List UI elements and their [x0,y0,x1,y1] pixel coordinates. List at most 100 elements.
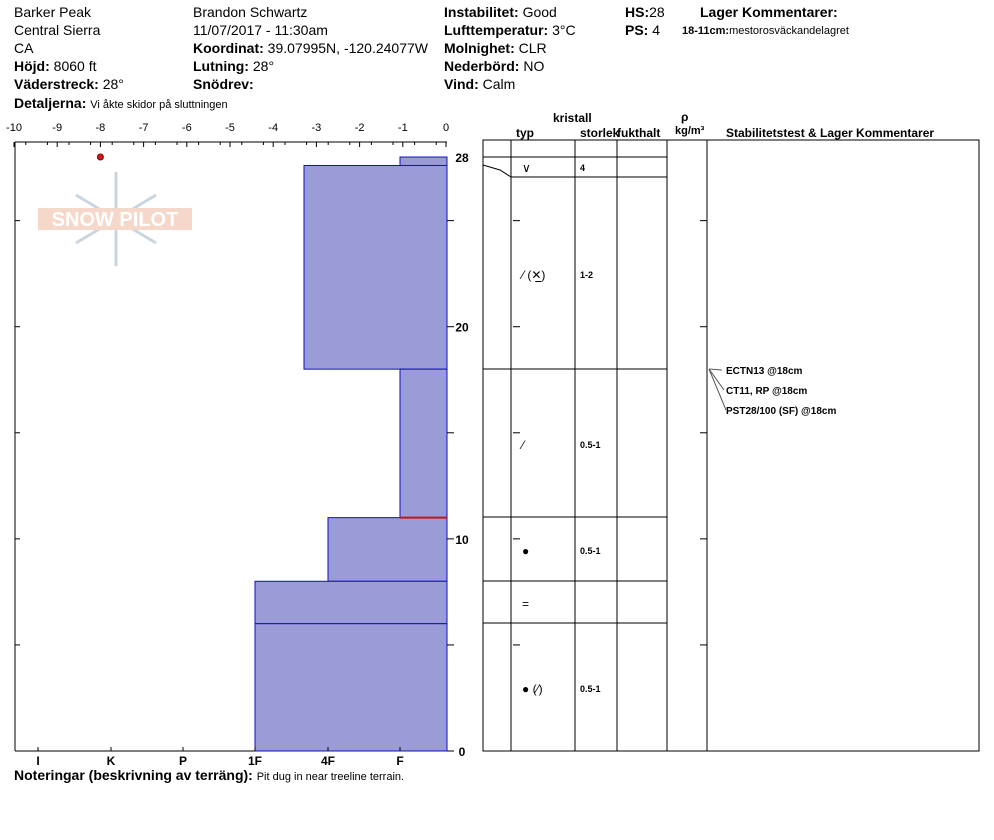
col-crystal-label: kristall [553,111,592,125]
location-name: Barker Peak [14,4,92,20]
notes-value: Pit dug in near treeline terrain. [256,771,405,783]
depth-tick-label: 20 [455,321,469,335]
elevation-value: 8060 ft [53,58,97,74]
temperature-point [96,153,104,161]
slope-value: 28° [252,58,275,74]
sky-label: Molnighet: [444,40,515,56]
temp-tick-label: -1 [398,122,408,134]
stability-test-label: ECTN13 @18cm [726,366,803,377]
air-temp-value: 3°C [552,22,576,38]
temp-tick-label: -10 [6,122,22,134]
col-size-label: storlek [580,126,620,140]
hardness-tick-label: 1F [248,754,262,768]
crystal-type-cell: = [522,597,529,611]
hardness-bar [254,580,448,625]
temp-tick-label: -3 [312,122,322,134]
ps-value: 4 [652,22,661,38]
precip-value: NO [523,58,545,74]
elevation-row: Höjd: 8060 ft [14,58,96,74]
hardness-bar [254,623,448,752]
snowpilot-logo: SNOW PILOT [38,172,192,266]
hardness-bar [399,156,448,166]
region-name: Central Sierra [14,22,101,38]
col-density-label: kg/m³ [675,125,705,137]
layer-comments-label: Lager Kommentarer: [700,4,838,20]
instability-row: Instabilitet: Good [444,4,557,20]
coords-label: Koordinat: [193,40,264,56]
temp-tick-label: -9 [52,122,62,134]
temp-tick-label: -4 [268,122,278,134]
sky-value: CLR [518,40,547,56]
hardness-bar [399,368,448,519]
observer-name: Brandon Schwartz [193,4,308,20]
depth-tick-label: 10 [455,533,469,547]
wind-row: Vind: Calm [444,76,515,92]
hardness-bar [303,164,448,370]
hardness-tick-label: P [179,754,187,768]
temp-tick-label: -2 [355,122,365,134]
aspect-value: 28° [102,76,124,92]
details-row: Detaljerna: Vi åkte skidor på sluttninge… [14,95,228,113]
notes-label: Noteringar (beskrivning av terräng): [14,767,253,783]
crystal-size-cell: 1-2 [580,270,593,280]
depth-tick-label: 0 [459,745,466,759]
stability-test-label: PST28/100 (SF) @18cm [726,406,836,417]
wind-label: Vind: [444,76,479,92]
crystal-size-cell: 0.5-1 [580,440,601,450]
instability-label: Instabilitet: [444,4,519,20]
ps-label: PS: [625,22,649,38]
temp-tick-label: -7 [139,122,149,134]
wind-loading-row: Snödrev: [193,76,254,92]
stability-test-pointer [708,368,727,411]
hardness-tick-label: I [36,754,39,768]
aspect-row: Väderstreck: 28° [14,76,124,92]
layer-comment: 18-11cm:mestorosväckandelagret [682,23,849,39]
temp-tick-label: -8 [96,122,106,134]
col-stability-label: Stabilitetstest & Lager Kommentarer [726,126,935,140]
crystal-type-cell: ⁄ (✕̲) [519,268,545,282]
details-value: Vi åkte skidor på sluttningen [90,99,228,111]
logo-text: SNOW PILOT [52,209,179,231]
slope-row: Lutning: 28° [193,58,274,74]
crystal-type-cell: ● (⁄) [522,682,543,696]
hs-row: HS:28 [625,4,665,20]
elevation-label: Höjd: [14,58,50,74]
wind-value: Calm [482,76,516,92]
col-type-label: typ [516,126,534,140]
details-label: Detaljerna: [14,95,87,111]
crystal-type-cell: ⁄ [519,438,526,452]
layer-table: ∨ 4 ⁄ (✕̲) 1-2 ⁄ 0.5-1 ● 0.5-1 = ● (⁄) 0.5-1 ECTN13… [482,139,980,752]
hs-value: 28 [649,4,665,20]
table-frame [482,139,980,752]
hardness-bar [327,517,448,582]
hardness-tick-label: F [396,754,403,768]
crystal-type-cell: ● [522,544,529,558]
temp-tick-label: 0 [443,122,449,134]
crystal-size-cell: 0.5-1 [580,546,601,556]
precip-label: Nederbörd: [444,58,520,74]
air-temp-label: Lufttemperatur: [444,22,549,38]
air-temp-row: Lufttemperatur: 3°C [444,22,576,38]
ps-row: PS: 4 [625,22,660,38]
precip-row: Nederbörd: NO [444,58,544,74]
hardness-tick-label: 4F [321,754,335,768]
notes-row: Noteringar (beskrivning av terräng): Pit… [14,767,404,785]
temp-tick-label: -5 [225,122,235,134]
coords-row: Koordinat: 39.07995N, -120.24077W [193,40,428,56]
crystal-type-cell: ∨ [522,161,531,175]
instability-value: Good [522,4,557,20]
wind-loading-label: Snödrev: [193,76,254,92]
coords-value: 39.07995N, -120.24077W [267,40,428,56]
crystal-size-cell: 0.5-1 [580,684,601,694]
layer-comment-text: mestorosväckandelagret [729,25,849,37]
stability-test-pointer [708,368,725,391]
layer-comment-range: 18-11cm: [682,25,730,37]
col-moisture-label: fukthalt [617,126,661,140]
aspect-label: Väderstreck: [14,76,99,92]
depth-tick-label: 28 [455,151,469,165]
temp-tick-label: -6 [182,122,192,134]
observation-datetime: 11/07/2017 - 11:30am [193,22,328,38]
slope-label: Lutning: [193,58,249,74]
